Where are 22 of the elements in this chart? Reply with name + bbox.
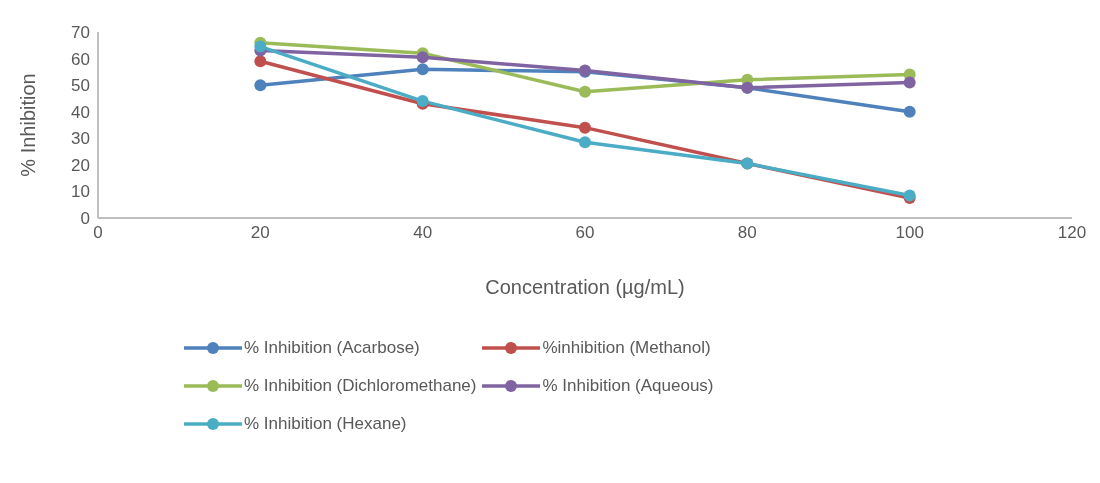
legend-label: % Inhibition (Aqueous) — [542, 376, 714, 396]
y-axis-title: % Inhibition — [17, 73, 40, 177]
x-tick-label: 20 — [250, 223, 270, 243]
x-tick-label: 0 — [93, 223, 103, 243]
legend-label: % Inhibition (Hexane) — [244, 414, 407, 434]
x-tick-label: 60 — [575, 223, 595, 243]
x-tick-label: 100 — [895, 223, 924, 243]
y-tick-label: 0 — [80, 209, 90, 229]
y-tick-label: 10 — [71, 182, 90, 202]
x-tick-label: 80 — [737, 223, 757, 243]
legend-label: % Inhibition (Dichloromethane) — [244, 376, 477, 396]
y-tick-label: 20 — [71, 155, 90, 175]
y-tick-label: 70 — [71, 23, 90, 43]
x-tick-label: 120 — [1057, 223, 1087, 243]
legend-label: %inhibition (Methanol) — [542, 338, 711, 358]
y-tick-label: 50 — [71, 76, 90, 96]
x-axis-title: Concentration (µg/mL) — [485, 276, 685, 298]
y-tick-label: 30 — [71, 129, 90, 149]
x-tick-label: 40 — [413, 223, 433, 243]
y-tick-label: 40 — [71, 102, 90, 122]
legend-label: % Inhibition (Acarbose) — [244, 338, 420, 358]
y-tick-label: 60 — [71, 49, 90, 69]
